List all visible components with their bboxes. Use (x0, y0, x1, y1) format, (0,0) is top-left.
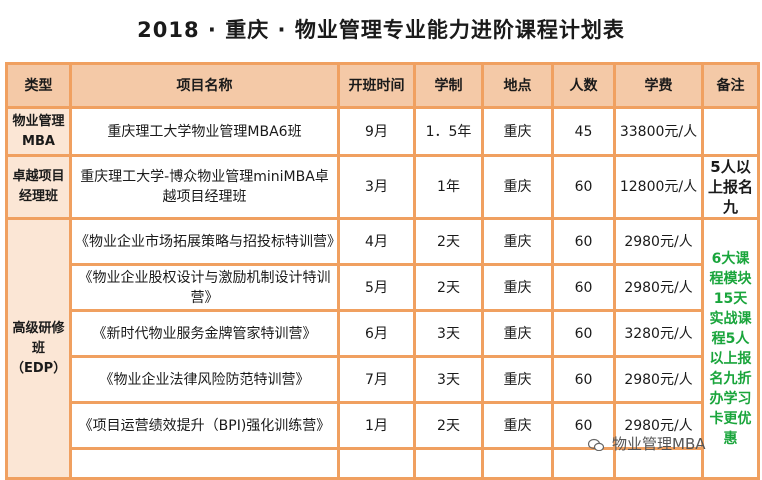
start-cell: 1月 (337, 401, 416, 450)
header-note: 备注 (701, 62, 760, 109)
place-cell: 重庆 (481, 401, 554, 450)
note-cell: 5人以上报名九 (701, 154, 760, 220)
table-row: 《物业企业法律风险防范特训营》 7月 3天 重庆 60 2980元/人 (7, 355, 759, 404)
start-cell: 3月 (337, 154, 416, 220)
start-cell: 4月 (337, 217, 416, 266)
start-cell: 6月 (337, 309, 416, 358)
count-cell: 60 (551, 154, 616, 220)
start-cell: 7月 (337, 355, 416, 404)
count-cell: 60 (551, 355, 616, 404)
duration-cell: 1．5年 (413, 106, 484, 157)
header-name: 项目名称 (69, 62, 340, 109)
header-count: 人数 (551, 62, 616, 109)
course-name-cell: 重庆理工大学物业管理MBA6班 (69, 106, 340, 157)
duration-cell: 2天 (413, 217, 484, 266)
course-name-cell: 《物业企业法律风险防范特训营》 (69, 355, 340, 404)
watermark: 物业管理MBA (588, 433, 762, 451)
watermark-text: 物业管理MBA (612, 435, 706, 451)
edp-note-cell: 6大课程模块15天实战课程5人以上报名九折办学习卡更优惠 (701, 217, 760, 480)
place-cell: 重庆 (481, 309, 554, 358)
course-name-cell (69, 447, 340, 480)
fee-cell: 3280元/人 (613, 309, 704, 358)
count-cell (551, 447, 616, 480)
start-cell: 9月 (337, 106, 416, 157)
duration-cell (413, 447, 484, 480)
page-title: 2018 · 重庆 · 物业管理专业能力进阶课程计划表 (137, 18, 625, 42)
table-row: 物业管理MBA 重庆理工大学物业管理MBA6班 9月 1．5年 重庆 45 33… (5, 106, 760, 157)
fee-cell: 2980元/人 (613, 217, 704, 266)
fee-cell: 2980元/人 (613, 355, 704, 404)
count-cell: 45 (551, 106, 616, 157)
table-row: 《新时代物业服务金牌管家特训营》 6月 3天 重庆 60 3280元/人 (7, 309, 759, 358)
course-name-cell: 《物业企业股权设计与激励机制设计特训营》 (69, 263, 340, 312)
header-row: 类型 项目名称 开班时间 学制 地点 人数 学费 备注 (5, 62, 760, 109)
start-cell (337, 447, 416, 480)
place-cell: 重庆 (481, 263, 554, 312)
course-name-cell: 《物业企业市场拓展策略与招投标特训营》 (69, 217, 340, 266)
start-cell: 5月 (337, 263, 416, 312)
course-plan-table: 类型 项目名称 开班时间 学制 地点 人数 学费 备注 物业管理MBA 重庆理工… (5, 62, 760, 480)
count-cell: 60 (551, 401, 616, 450)
table-row: 高级研修班（EDP） 《物业企业市场拓展策略与招投标特训营》 4月 2天 重庆 … (5, 217, 760, 480)
table-row: 《项目运营绩效提升（BPI)强化训练营》 1月 2天 重庆 60 2980元/人 (7, 401, 759, 450)
header-place: 地点 (481, 62, 554, 109)
type-cell: 高级研修班（EDP） (5, 217, 72, 480)
duration-cell: 2天 (413, 401, 484, 450)
header-fee: 学费 (613, 62, 704, 109)
fee-cell: 2980元/人 (613, 401, 704, 450)
count-cell: 60 (551, 309, 616, 358)
fee-cell: 33800元/人 (613, 106, 704, 157)
place-cell: 重庆 (481, 154, 554, 220)
fee-cell: 12800元/人 (613, 154, 704, 220)
header-type: 类型 (5, 62, 72, 109)
place-cell (481, 447, 554, 480)
duration-cell: 2天 (413, 263, 484, 312)
place-cell: 重庆 (481, 217, 554, 266)
header-start: 开班时间 (337, 62, 416, 109)
course-name-cell: 《项目运营绩效提升（BPI)强化训练营》 (69, 401, 340, 450)
fee-cell (613, 447, 704, 480)
table-row-partial (7, 447, 759, 480)
table-row: 《物业企业股权设计与激励机制设计特训营》 5月 2天 重庆 60 2980元/人 (7, 263, 759, 312)
duration-cell: 1年 (413, 154, 484, 220)
place-cell: 重庆 (481, 355, 554, 404)
course-name-cell: 重庆理工大学-博众物业管理miniMBA卓越项目经理班 (69, 154, 340, 220)
place-cell: 重庆 (481, 106, 554, 157)
table-row: 卓越项目经理班 重庆理工大学-博众物业管理miniMBA卓越项目经理班 3月 1… (5, 154, 760, 220)
wechat-icon (588, 438, 605, 452)
count-cell: 60 (551, 263, 616, 312)
type-cell: 卓越项目经理班 (5, 154, 72, 220)
duration-cell: 3天 (413, 309, 484, 358)
course-name-cell: 《新时代物业服务金牌管家特训营》 (69, 309, 340, 358)
header-duration: 学制 (413, 62, 484, 109)
duration-cell: 3天 (413, 355, 484, 404)
type-cell: 物业管理MBA (5, 106, 72, 157)
fee-cell: 2980元/人 (613, 263, 704, 312)
note-cell (701, 106, 760, 157)
count-cell: 60 (551, 217, 616, 266)
